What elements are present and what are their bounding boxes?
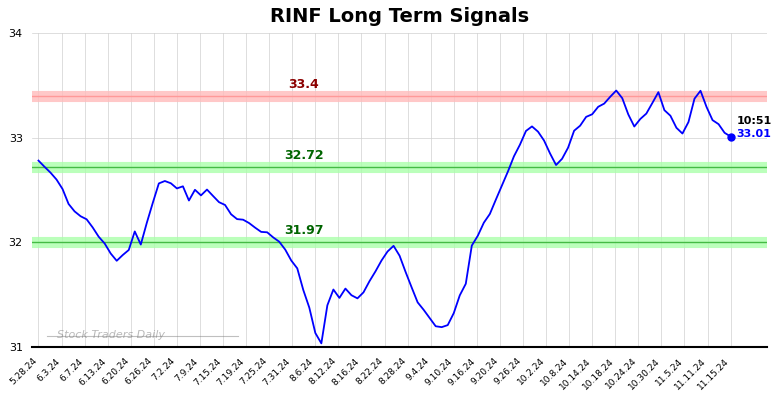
Title: RINF Long Term Signals: RINF Long Term Signals xyxy=(270,7,529,26)
Text: 33.01: 33.01 xyxy=(737,129,771,139)
Text: Stock Traders Daily: Stock Traders Daily xyxy=(56,330,165,340)
Text: 32.72: 32.72 xyxy=(284,148,324,162)
Text: 33.4: 33.4 xyxy=(289,78,319,91)
Text: 10:51: 10:51 xyxy=(737,116,772,126)
Text: 31.97: 31.97 xyxy=(284,224,324,237)
